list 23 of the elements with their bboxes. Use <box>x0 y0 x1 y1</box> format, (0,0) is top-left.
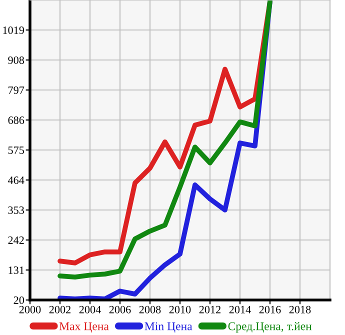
x-tick-label: 2006 <box>109 306 131 314</box>
legend-label: Сред.Цена, т.йен <box>228 322 312 333</box>
x-tick-label: 2014 <box>229 306 251 314</box>
y-tick-label: 797 <box>8 86 24 94</box>
y-tick-label: 353 <box>8 206 24 214</box>
y-tick-label: 686 <box>8 116 24 124</box>
x-tick-label: 2008 <box>139 306 161 314</box>
y-tick-label: 575 <box>8 146 24 154</box>
y-tick-label: 131 <box>8 266 24 274</box>
y-tick-label: 1019 <box>3 26 24 34</box>
legend-label: Max Цена <box>59 322 109 333</box>
x-tick-label: 2002 <box>49 306 70 314</box>
x-tick-label: 2018 <box>289 306 311 314</box>
y-tick-label: 908 <box>8 56 24 64</box>
y-tick-label: 242 <box>8 236 24 244</box>
legend-label: Min Цена <box>144 322 192 333</box>
x-tick-label: 2010 <box>169 306 191 314</box>
x-tick-label: 2004 <box>79 306 101 314</box>
x-tick-label: 2000 <box>19 306 41 314</box>
x-tick-label: 2012 <box>199 306 220 314</box>
x-tick-label: 2016 <box>259 306 281 314</box>
y-tick-label: 20 <box>14 296 24 304</box>
y-tick-label: 464 <box>8 176 24 184</box>
